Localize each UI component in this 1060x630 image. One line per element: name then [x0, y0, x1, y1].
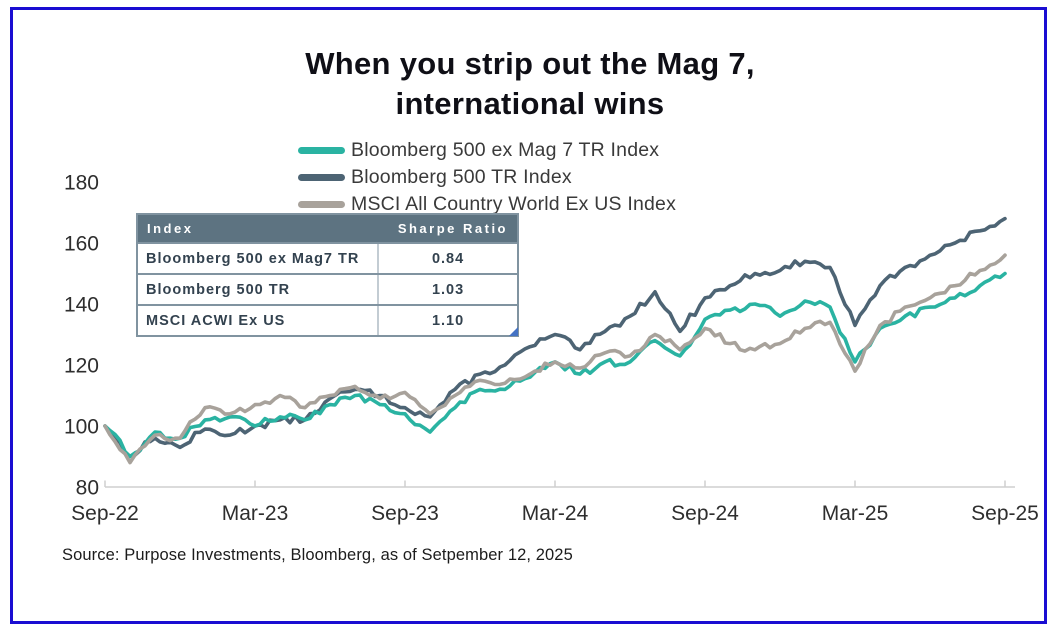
chart-legend: Bloomberg 500 ex Mag 7 TR Index Bloomberg… [298, 139, 676, 216]
table-header-sharpe: Sharpe Ratio [397, 221, 508, 236]
table-header-row: Index Sharpe Ratio [138, 215, 517, 242]
table-cell-index: Bloomberg 500 ex Mag7 TR [138, 244, 380, 273]
chart-title-line1: When you strip out the Mag 7, [305, 46, 755, 81]
y-axis-tick-label: 160 [64, 233, 99, 256]
table-cell-index: MSCI ACWI Ex US [138, 306, 380, 335]
y-axis-tick-label: 100 [64, 416, 99, 439]
legend-item: Bloomberg 500 ex Mag 7 TR Index [298, 139, 676, 162]
chart-title-line2: international wins [395, 86, 665, 121]
chart-title: When you strip out the Mag 7, internatio… [0, 44, 1060, 124]
x-axis-tick-label: Sep-24 [671, 502, 739, 525]
x-axis-tick-label: Mar-23 [222, 502, 289, 525]
y-axis-tick-label: 180 [64, 172, 99, 195]
table-row: MSCI ACWI Ex US 1.10 [138, 304, 517, 335]
table-resize-handle-icon [509, 327, 518, 336]
legend-swatch-icon [298, 147, 345, 154]
legend-swatch-icon [298, 174, 345, 181]
x-axis-tick-label: Sep-25 [971, 502, 1039, 525]
x-axis-tick-label: Sep-22 [71, 502, 139, 525]
table-cell-index: Bloomberg 500 TR [138, 275, 380, 304]
sharpe-ratio-table: Index Sharpe Ratio Bloomberg 500 ex Mag7… [136, 213, 519, 337]
legend-item: MSCI All Country World Ex US Index [298, 193, 676, 216]
table-header-index: Index [147, 221, 194, 236]
series-line-2 [103, 253, 1007, 465]
table-row: Bloomberg 500 ex Mag7 TR 0.84 [138, 242, 517, 273]
legend-item: Bloomberg 500 TR Index [298, 166, 676, 189]
x-axis-tick-label: Sep-23 [371, 502, 439, 525]
legend-label: MSCI All Country World Ex US Index [351, 193, 677, 215]
table-cell-sharpe: 1.10 [431, 312, 465, 329]
legend-label: Bloomberg 500 TR Index [351, 166, 572, 188]
x-axis-tick-label: Mar-24 [522, 502, 589, 525]
table-row: Bloomberg 500 TR 1.03 [138, 273, 517, 304]
legend-label: Bloomberg 500 ex Mag 7 TR Index [351, 139, 660, 161]
x-axis-tick-label: Mar-25 [822, 502, 889, 525]
y-axis-tick-label: 120 [64, 355, 99, 378]
y-axis-tick-label: 80 [76, 477, 99, 500]
source-note: Source: Purpose Investments, Bloomberg, … [62, 546, 573, 564]
legend-swatch-icon [298, 201, 345, 208]
table-cell-sharpe: 1.03 [431, 281, 465, 298]
y-axis-tick-label: 140 [64, 294, 99, 317]
table-cell-sharpe: 0.84 [431, 250, 465, 267]
